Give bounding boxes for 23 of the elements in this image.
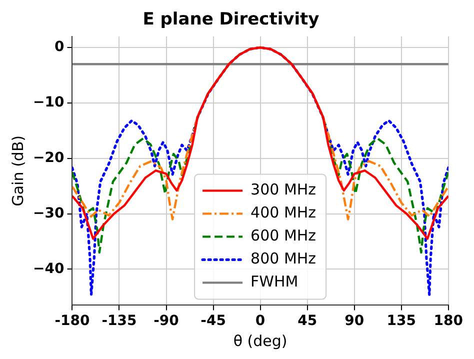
- y-tick-label: 0: [54, 39, 64, 56]
- y-tick-label: −20: [32, 150, 64, 166]
- chart-title: E plane Directivity: [142, 10, 320, 30]
- x-tick-label: -180: [54, 313, 90, 330]
- legend-label: FWHM: [250, 272, 298, 291]
- line-series: [72, 46, 448, 296]
- y-axis-title: Gain (dB): [8, 135, 27, 206]
- y-tick-label: −10: [32, 94, 64, 111]
- legend-label: 600 MHz: [250, 226, 316, 245]
- x-tick-label: -45: [200, 313, 226, 330]
- x-tick-label: 180: [434, 313, 464, 330]
- x-tick-label: -135: [102, 313, 137, 330]
- x-tick-label: 90: [344, 313, 364, 330]
- y-tick-label: −40: [32, 260, 64, 277]
- y-tick-label: −30: [32, 205, 64, 222]
- x-tick-label: 135: [386, 313, 416, 330]
- x-tick-label: 0: [255, 313, 266, 330]
- x-tick-label: 45: [298, 313, 318, 330]
- legend-label: 300 MHz: [250, 180, 316, 199]
- x-tick-label: -90: [154, 313, 180, 330]
- legend-label: 400 MHz: [250, 204, 316, 222]
- x-axis-title: θ (deg): [233, 332, 288, 350]
- legend-label: 800 MHz: [250, 250, 316, 268]
